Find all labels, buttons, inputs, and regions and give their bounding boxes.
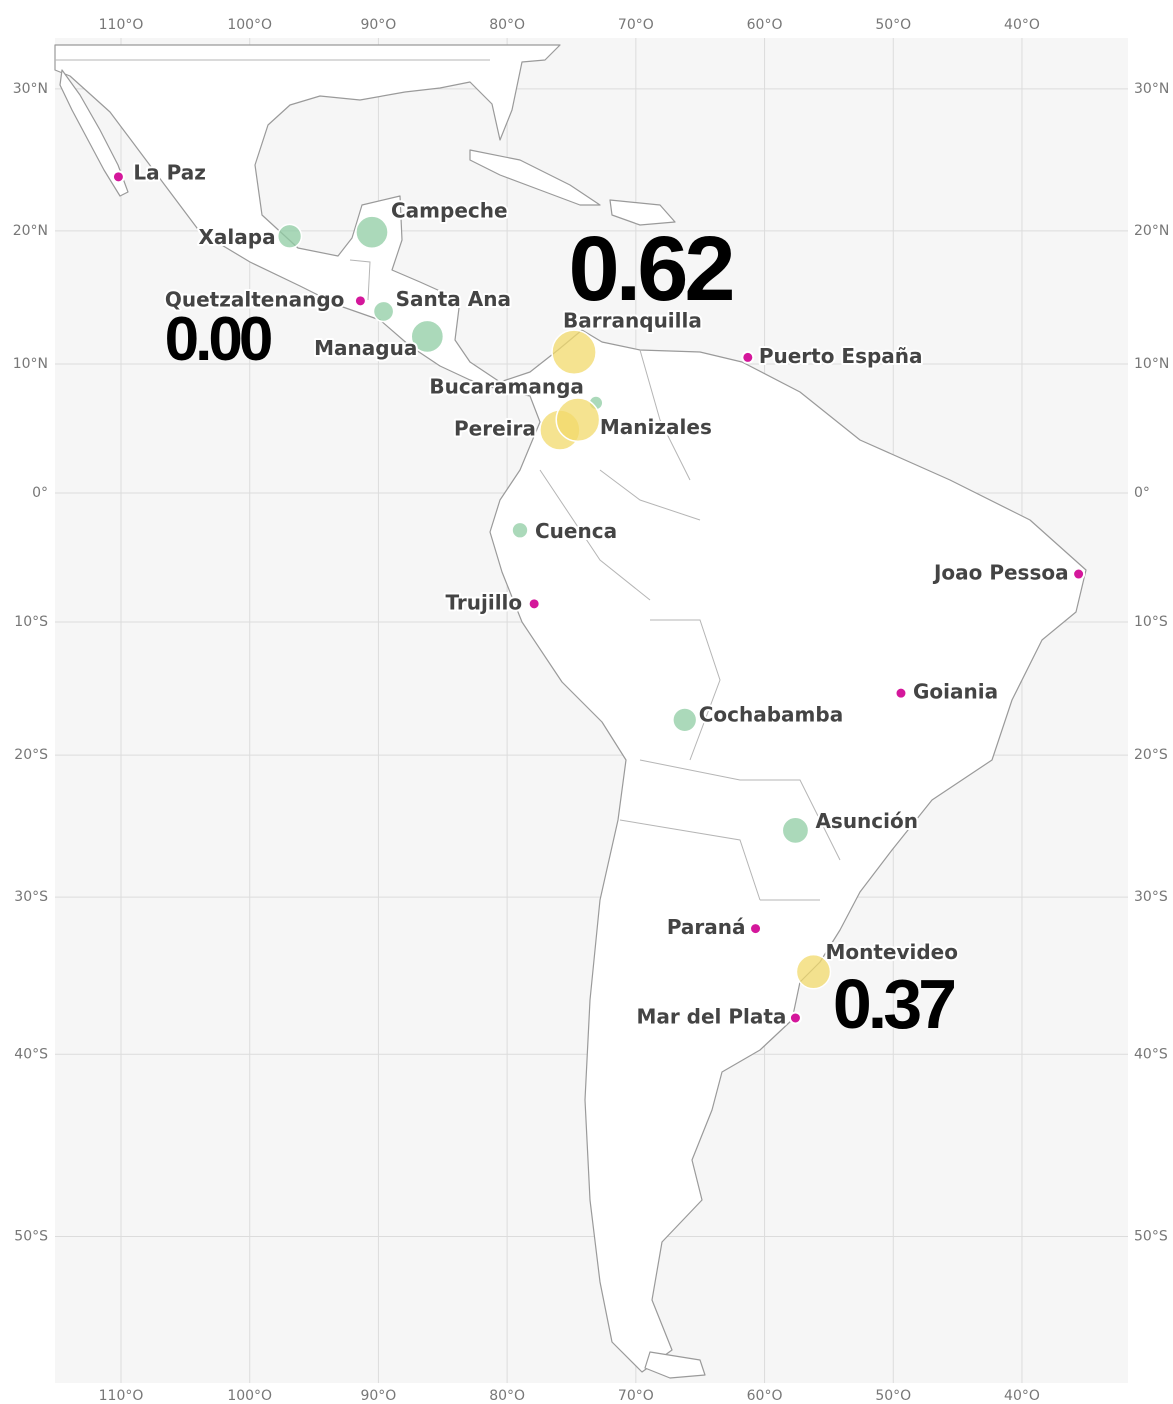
city-label: Cuenca: [535, 519, 617, 543]
y-tick-label: 30°N: [13, 81, 48, 97]
city-label: Joao Pessoa: [932, 561, 1069, 585]
borders: [55, 59, 841, 901]
city-label: Pereira: [454, 417, 536, 441]
city-label: Quetzaltenango: [165, 287, 345, 311]
city-marker: [527, 597, 541, 611]
city-marker: [781, 816, 810, 845]
city-label: Campeche: [391, 199, 508, 223]
city-marker: [372, 300, 395, 323]
city-marker: [788, 1011, 802, 1025]
x-tick-label: 110°O: [99, 17, 144, 33]
x-tick-label: 70°O: [618, 17, 654, 33]
y-tick-label: 30°N: [1134, 81, 1169, 97]
y-tick-label: 50°S: [1134, 1229, 1168, 1245]
baja-california: [59, 69, 129, 197]
x-tick-label: 80°O: [489, 17, 525, 33]
city-label: Manizales: [600, 415, 712, 439]
x-tick-label: 110°O: [99, 1388, 144, 1404]
x-tick-label: 60°O: [747, 1388, 783, 1404]
annotation: 0.62: [568, 218, 732, 320]
city-label: Asunción: [815, 809, 918, 833]
cities: La Paz Xalapa Campeche Quetzaltenango Santa …: [111, 158, 1086, 1030]
city-marker: [795, 953, 832, 990]
y-tick-label: 20°N: [13, 223, 48, 239]
y-tick-label: 40°S: [14, 1046, 48, 1062]
americas: [54, 44, 1087, 1373]
city-marker: [111, 170, 125, 184]
city-marker: [276, 223, 303, 249]
x-tick-label: 50°O: [875, 1388, 911, 1404]
annotation: 0.00: [165, 305, 271, 374]
city-label: Trujillo: [445, 590, 522, 614]
x-tick-label: 70°O: [618, 1388, 654, 1404]
border-lines: [55, 59, 841, 901]
land: [54, 44, 1087, 1379]
city-label: Xalapa: [199, 225, 276, 249]
city-marker: [672, 707, 698, 733]
city-label: Paraná: [667, 915, 746, 939]
x-tick-label: 40°O: [1004, 1388, 1040, 1404]
city-label: Bucaramanga: [429, 374, 584, 398]
city-label: Mar del Plata: [636, 1004, 786, 1028]
y-tick-label: 20°S: [1134, 747, 1168, 763]
city-marker: [551, 329, 597, 375]
tierra-del-fuego: [644, 1351, 706, 1379]
city-label: La Paz: [133, 160, 205, 184]
x-tick-label: 60°O: [747, 17, 783, 33]
tick-labels: 110°O 110°O 100°O 100°O 90°O 90°O 80°O 80°O 70°O…: [13, 17, 1170, 1404]
city-marker: [353, 294, 367, 308]
city-label: Goiania: [913, 680, 998, 704]
city-marker: [355, 215, 389, 250]
y-tick-label: 10°N: [1134, 356, 1169, 372]
city-marker: [410, 319, 445, 354]
y-tick-label: 50°S: [14, 1229, 48, 1245]
x-tick-label: 90°O: [360, 1388, 396, 1404]
y-tick-label: 20°N: [1134, 223, 1169, 239]
city-marker: [749, 922, 763, 936]
x-tick-label: 40°O: [1004, 17, 1040, 33]
y-tick-label: 0°: [1134, 485, 1150, 501]
y-tick-label: 30°S: [14, 889, 48, 905]
city-label: Cochabamba: [699, 702, 843, 726]
y-tick-label: 10°N: [13, 356, 48, 372]
x-tick-label: 100°O: [227, 17, 272, 33]
city-marker: [741, 350, 755, 364]
city-markers: [111, 170, 1086, 1025]
city-labels: La Paz Xalapa Campeche Quetzaltenango Santa …: [131, 158, 1070, 1030]
annotations: 0.62 0.00 0.37: [165, 218, 959, 1043]
city-label: Barranquilla: [563, 309, 702, 333]
city-label: Managua: [314, 336, 417, 360]
annotation: 0.37: [833, 965, 954, 1043]
y-tick-label: 40°S: [1134, 1046, 1168, 1062]
city-label: Santa Ana: [396, 287, 511, 311]
city-marker: [1072, 567, 1086, 581]
city-marker: [894, 686, 908, 700]
y-tick-label: 10°S: [14, 614, 48, 630]
y-tick-label: 20°S: [14, 747, 48, 763]
cuba: [469, 149, 601, 206]
city-label: Montevideo: [825, 940, 958, 964]
city-marker: [555, 397, 601, 443]
y-tick-label: 10°S: [1134, 614, 1168, 630]
x-tick-label: 90°O: [360, 17, 396, 33]
x-tick-label: 80°O: [489, 1388, 525, 1404]
x-tick-label: 50°O: [875, 17, 911, 33]
y-tick-label: 0°: [32, 485, 48, 501]
city-label: Puerto España: [759, 344, 923, 368]
city-marker: [511, 521, 529, 539]
x-tick-label: 100°O: [227, 1388, 272, 1404]
y-tick-label: 30°S: [1134, 889, 1168, 905]
hispaniola: [609, 199, 676, 226]
